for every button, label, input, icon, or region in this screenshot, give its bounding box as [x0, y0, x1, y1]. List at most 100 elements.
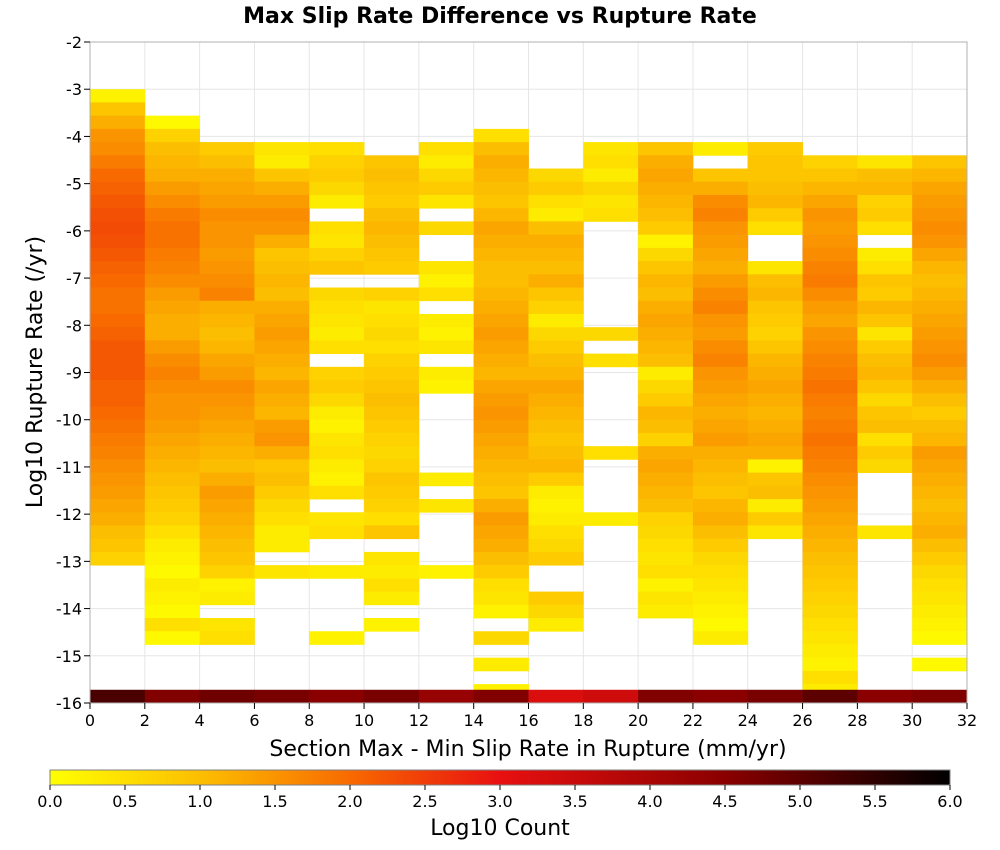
- heatmap-cell: [144, 525, 201, 540]
- heatmap-cell: [802, 538, 858, 553]
- heatmap-cell: [802, 459, 858, 473]
- heatmap-cell: [364, 313, 420, 328]
- heatmap-cell: [254, 525, 310, 540]
- x-tick-label: 18: [573, 711, 593, 730]
- heatmap-cell: [528, 432, 584, 447]
- heatmap-cell: [364, 472, 420, 487]
- heatmap-cell: [90, 194, 146, 209]
- heatmap-cell: [144, 446, 201, 460]
- heatmap-cell: [418, 287, 475, 302]
- heatmap-cell: [857, 274, 913, 288]
- heatmap-cell: [692, 247, 749, 262]
- heatmap-cell: [692, 313, 749, 328]
- colorbar-tick-label: 1.5: [262, 792, 287, 811]
- heatmap-cell: [802, 366, 858, 381]
- heatmap-cell: [692, 194, 749, 209]
- heatmap-cell: [199, 313, 255, 328]
- heatmap-cell: [802, 525, 858, 540]
- heatmap-cell: [473, 525, 529, 540]
- heatmap-cell: [90, 499, 146, 513]
- heatmap-cell: [912, 657, 968, 672]
- heatmap-cell: [692, 366, 749, 381]
- heatmap-cell: [747, 313, 803, 328]
- heatmap-cell: [747, 472, 803, 487]
- heatmap-cell: [528, 247, 584, 262]
- x-tick-label: 8: [304, 711, 314, 730]
- heatmap-cell: [309, 287, 365, 302]
- heatmap-cell: [802, 684, 858, 691]
- heatmap-cell: [747, 168, 803, 183]
- heatmap-cell: [528, 485, 584, 500]
- heatmap-cell: [254, 393, 310, 407]
- heatmap-cell: [528, 419, 584, 434]
- heatmap-cell: [912, 327, 968, 341]
- colorbar-tick-label: 0.5: [112, 792, 137, 811]
- heatmap-cell: [802, 446, 858, 460]
- heatmap-cell: [90, 432, 146, 447]
- heatmap-cell: [254, 300, 310, 315]
- heatmap-cell: [802, 393, 858, 407]
- x-tick-label: 32: [957, 711, 977, 730]
- heatmap-cell: [638, 472, 694, 487]
- heatmap-cell: [692, 565, 749, 579]
- heatmap-cell: [912, 525, 968, 540]
- heatmap-cell: [144, 142, 201, 156]
- heatmap-cell: [254, 155, 310, 169]
- heatmap-cell: [802, 419, 858, 434]
- heatmap-cell: [912, 393, 968, 407]
- heatmap-cell: [912, 261, 968, 275]
- heatmap-cell: [90, 102, 146, 117]
- heatmap-cell: [802, 512, 858, 526]
- heatmap-cell: [747, 194, 803, 209]
- y-tick-label: -16: [56, 694, 82, 713]
- heatmap-cell: [254, 313, 310, 328]
- heatmap-cell: [528, 168, 584, 183]
- heatmap-cell: [473, 551, 529, 566]
- heatmap-cell: [638, 194, 694, 209]
- heatmap-cell: [309, 512, 365, 526]
- heatmap-cell: [692, 406, 749, 421]
- heatmap-cell: [857, 155, 913, 169]
- colorbar-tick-label: 2.0: [337, 792, 362, 811]
- heatmap-cell: [90, 261, 146, 275]
- heatmap-cell: [857, 419, 913, 434]
- heatmap-cell: [254, 234, 310, 249]
- x-tick-label: 0: [85, 711, 95, 730]
- heatmap-cell: [199, 499, 255, 513]
- heatmap-cell: [638, 551, 694, 566]
- heatmap-cell: [747, 274, 803, 288]
- heatmap-cell-bottom: [199, 689, 255, 703]
- heatmap-cell: [254, 472, 310, 487]
- heatmap-cell: [528, 472, 584, 487]
- heatmap-cell: [583, 155, 639, 169]
- x-tick-label: 4: [195, 711, 205, 730]
- colorbar-tick-label: 3.5: [562, 792, 587, 811]
- heatmap-cell: [309, 155, 365, 169]
- heatmap-cell: [528, 261, 584, 275]
- heatmap-cell: [692, 181, 749, 196]
- heatmap-cell: [912, 565, 968, 579]
- heatmap-cell: [199, 631, 255, 645]
- heatmap-cell: [418, 565, 475, 579]
- heatmap-cell: [912, 485, 968, 500]
- heatmap-cell: [199, 208, 255, 222]
- heatmap-cell: [528, 499, 584, 513]
- heatmap-cell: [692, 631, 749, 645]
- heatmap-cell: [638, 327, 694, 341]
- y-tick-label: -9: [66, 364, 82, 383]
- heatmap-cell: [144, 380, 201, 394]
- heatmap-cell: [199, 181, 255, 196]
- y-tick-label: -4: [66, 127, 82, 146]
- heatmap-cell: [802, 274, 858, 288]
- heatmap-cell: [638, 234, 694, 249]
- heatmap-cell: [309, 380, 365, 394]
- heatmap-cell: [364, 181, 420, 196]
- heatmap-cell: [857, 313, 913, 328]
- heatmap-cell: [912, 446, 968, 460]
- heatmap-cell: [857, 261, 913, 275]
- heatmap-cell: [638, 380, 694, 394]
- heatmap-cell: [309, 181, 365, 196]
- heatmap-cell: [747, 353, 803, 368]
- heatmap-cell: [144, 300, 201, 315]
- heatmap-cell: [857, 446, 913, 460]
